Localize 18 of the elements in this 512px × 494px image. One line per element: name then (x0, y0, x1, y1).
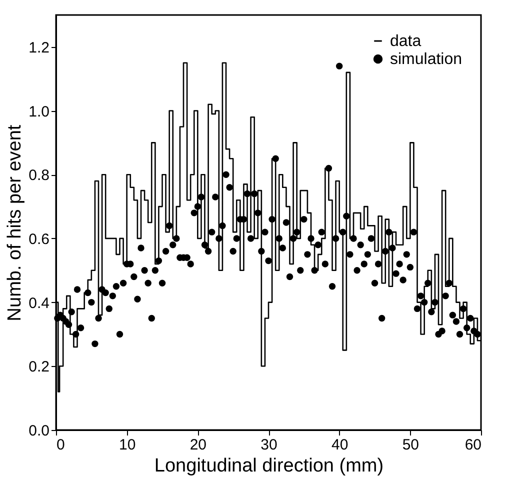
x-tick-label: 0 (56, 436, 65, 454)
x-axis-title: Longitudinal direction (mm) (154, 456, 384, 476)
y-tick-label: 0.0 (28, 422, 50, 440)
y-tick-label: 1.2 (28, 39, 50, 56)
x-tick-label: 60 (464, 436, 482, 454)
y-tick-label: 0.8 (28, 167, 50, 184)
legend-label: simulation (390, 51, 462, 68)
y-tick-label: 0.4 (28, 294, 50, 312)
y-tick-label: 0.2 (28, 358, 50, 376)
y-tick-label: 0.6 (28, 230, 50, 248)
x-tick-label: 40 (331, 436, 348, 454)
x-tick-label: 10 (118, 436, 136, 454)
x-tick-label: 30 (260, 436, 278, 454)
x-tick-label: 50 (402, 436, 420, 454)
y-tick-label: 1.0 (28, 103, 50, 120)
x-tick-label: 20 (190, 436, 207, 454)
legend-label: data (390, 33, 422, 50)
y-axis-title: Numb. of hits per event (4, 124, 26, 322)
